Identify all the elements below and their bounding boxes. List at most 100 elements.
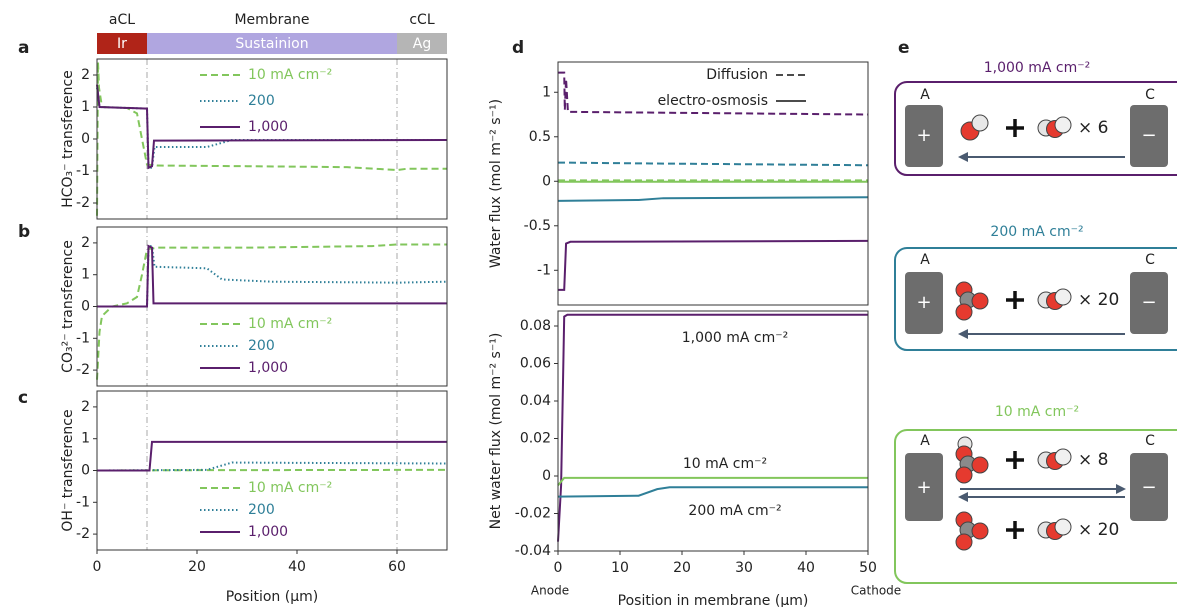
layer-label: aCL	[109, 12, 135, 28]
layer-label: cCL	[409, 12, 434, 28]
plot-frame	[557, 310, 869, 552]
anode	[905, 105, 943, 167]
legend-label: 1,000	[248, 360, 288, 376]
multiplier: × 20	[1078, 290, 1119, 310]
legend-label: Diffusion	[706, 67, 768, 83]
cathode-label: C	[1145, 87, 1155, 103]
y-tick-label: 1	[542, 84, 551, 100]
data-line	[557, 161, 869, 167]
panel-label: c	[18, 388, 28, 408]
data-line	[558, 239, 869, 291]
arrow-head	[958, 492, 968, 502]
cathode-sign: −	[1141, 292, 1156, 313]
x-tick-label: 20	[188, 559, 206, 575]
data-line	[557, 313, 868, 542]
y-tick-label: -1	[76, 330, 90, 346]
multiplier: × 6	[1078, 118, 1108, 138]
y-axis-label: OH⁻ transference	[60, 409, 76, 531]
layer-label: Membrane	[234, 12, 309, 28]
y-tick-label: -1	[537, 262, 551, 278]
anode	[905, 272, 943, 334]
y-tick-label: 2	[81, 67, 90, 83]
y-axis-label: CO₃²⁻ transference	[60, 240, 76, 373]
layer-material: Sustainion	[235, 36, 308, 52]
legend-label: electro-osmosis	[658, 93, 768, 109]
x-tick-label: 0	[93, 559, 102, 575]
y-tick-label: 0	[542, 468, 551, 484]
x-axis-label: Position (μm)	[226, 589, 318, 605]
anode-sign: +	[916, 292, 931, 313]
legend-label: 10 mA cm⁻²	[248, 316, 332, 332]
cathode-sign: −	[1141, 125, 1156, 146]
legend-label: 10 mA cm⁻²	[248, 67, 332, 83]
layer-material: Ir	[117, 36, 127, 52]
anode	[905, 453, 943, 521]
y-tick-label: -2	[76, 362, 90, 378]
y-tick-label: -1	[76, 494, 90, 510]
layer-band	[97, 33, 147, 54]
y-tick-label: -0.02	[515, 506, 551, 522]
x-tick-label: 60	[388, 559, 406, 575]
y-tick-label: 0.06	[520, 356, 551, 372]
y-tick-label: 0.02	[520, 431, 551, 447]
y-axis-label: HCO₃⁻ transference	[60, 70, 76, 208]
y-tick-label: 1	[81, 431, 90, 447]
y-tick-label: 0	[542, 173, 551, 189]
anode-label: A	[920, 433, 930, 449]
line-annotation: 200 mA cm⁻²	[688, 503, 781, 519]
legend-label: 200	[248, 93, 275, 109]
x-end-label: Cathode	[851, 584, 901, 598]
multiplier: × 8	[1078, 450, 1108, 470]
y-tick-label: 0.5	[529, 129, 551, 145]
x-tick-label: 30	[735, 560, 753, 576]
y-axis-label: Water flux (mol m⁻² s⁻¹)	[488, 99, 504, 268]
y-tick-label: 0.04	[520, 393, 551, 409]
data-line	[96, 243, 447, 380]
layer-band	[147, 33, 397, 54]
arrow-head	[1116, 484, 1126, 494]
data-line	[96, 62, 447, 216]
line-annotation: 10 mA cm⁻²	[683, 456, 767, 472]
data-line	[97, 245, 448, 308]
y-tick-label: -0.04	[515, 543, 551, 559]
data-line	[557, 486, 868, 498]
box-title: 200 mA cm⁻²	[990, 224, 1083, 240]
y-tick-label: -2	[76, 526, 90, 542]
cathode-label: C	[1145, 433, 1155, 449]
cathode-sign: −	[1141, 477, 1156, 498]
line-annotation: 1,000 mA cm⁻²	[682, 330, 789, 346]
x-tick-label: 20	[673, 560, 691, 576]
anode-sign: +	[916, 477, 931, 498]
panel-label: a	[18, 38, 29, 58]
legend-label: 1,000	[248, 524, 288, 540]
y-tick-label: 0	[81, 299, 90, 315]
y-tick-label: 0.08	[520, 318, 551, 334]
y-tick-label: 2	[81, 399, 90, 415]
x-axis-label: Position in membrane (μm)	[618, 593, 809, 607]
x-end-label: Anode	[531, 584, 569, 598]
y-tick-label: 2	[81, 235, 90, 251]
data-line	[96, 87, 447, 169]
panel-label: d	[512, 38, 524, 58]
box-title: 1,000 mA cm⁻²	[984, 60, 1091, 76]
y-tick-label: -1	[76, 163, 90, 179]
data-line	[96, 461, 448, 472]
layer-band	[397, 33, 447, 54]
x-tick-label: 10	[611, 560, 629, 576]
y-tick-label: -2	[76, 195, 90, 211]
legend-label: 1,000	[248, 119, 288, 135]
x-tick-label: 40	[288, 559, 306, 575]
x-tick-label: 50	[859, 560, 877, 576]
data-line	[96, 84, 448, 170]
plot-frame	[557, 61, 869, 306]
data-line	[558, 71, 869, 116]
y-tick-label: 0	[81, 463, 90, 479]
x-tick-label: 0	[554, 560, 563, 576]
anode-label: A	[920, 252, 930, 268]
multiplier: × 20	[1078, 520, 1119, 540]
scenario-box	[894, 247, 1177, 351]
data-line	[557, 476, 868, 487]
anode-sign: +	[916, 125, 931, 146]
y-axis-label: Net water flux (mol m⁻² s⁻¹)	[488, 333, 504, 530]
